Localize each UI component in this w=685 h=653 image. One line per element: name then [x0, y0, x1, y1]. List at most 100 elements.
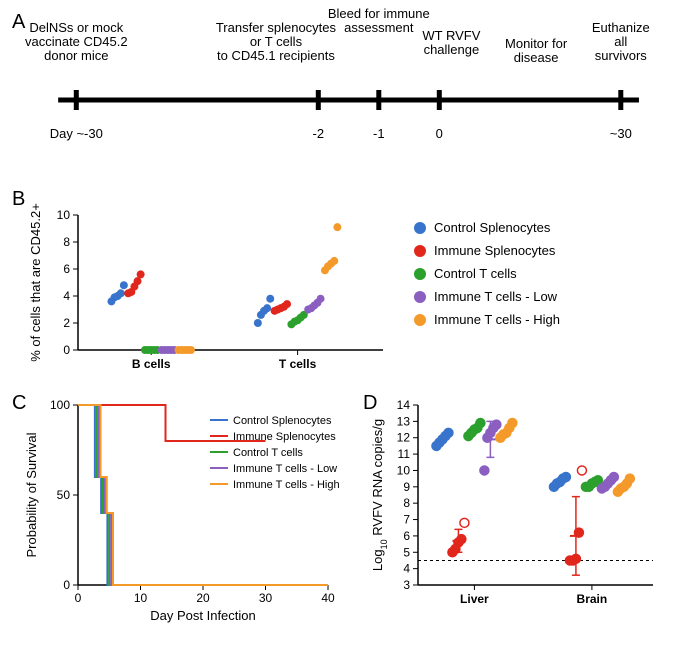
data-point	[508, 419, 517, 428]
timeline-day-label: -2	[313, 126, 325, 141]
ytick-label: 10	[397, 463, 411, 477]
data-point	[480, 466, 489, 475]
timeline-event-label: DelNSs or mock	[29, 20, 123, 35]
panel-a-timeline: Day ~-30 -2 -1 0 ~30 DelNSs or mockvaccinate …	[25, 6, 650, 141]
timeline-day-label: 0	[436, 126, 443, 141]
ytick-label: 13	[397, 414, 411, 428]
figure: A Day ~-30 -2 -1 0 ~30 DelNSs or mockvaccinate…	[0, 0, 685, 648]
ytick-label: 14	[397, 398, 411, 412]
xtick-label: 20	[196, 591, 210, 605]
data-point	[137, 270, 145, 278]
legend-label: Immune T cells - High	[233, 479, 340, 491]
timeline-event-label: or T cells	[250, 34, 303, 49]
ytick-label: 12	[397, 431, 411, 445]
x-axis-label: Day Post Infection	[150, 608, 256, 623]
timeline-event-label: challenge	[424, 42, 480, 57]
ytick-label: 100	[50, 398, 70, 412]
legend-swatch	[414, 291, 426, 303]
y-axis-label: Probability of Survival	[24, 432, 39, 557]
legend-swatch	[414, 222, 426, 234]
timeline-day-label: ~30	[610, 126, 632, 141]
legend-swatch	[414, 314, 426, 326]
timeline-event-label: Bleed for immune	[328, 6, 430, 21]
ytick-label: 4	[403, 562, 410, 576]
ytick-label: 6	[403, 529, 410, 543]
data-point	[317, 295, 325, 303]
xtick-label: 40	[321, 591, 335, 605]
data-point	[117, 289, 125, 297]
y-axis-label: % of cells that are CD45.2+	[28, 203, 43, 362]
data-point	[460, 518, 469, 527]
data-point	[609, 473, 618, 482]
legend-swatch	[414, 245, 426, 257]
data-point	[571, 554, 580, 563]
data-point	[625, 474, 634, 483]
ytick-label: 0	[63, 578, 70, 592]
ytick-label: 50	[57, 488, 71, 502]
timeline-day-label: Day ~-30	[50, 126, 103, 141]
group-label: T cells	[279, 357, 317, 371]
ytick-label: 6	[63, 262, 70, 276]
timeline-event-label: Transfer splenocytes	[216, 20, 337, 35]
panel-label-B: B	[12, 188, 25, 210]
timeline-day-label: -1	[373, 126, 385, 141]
legend-label: Control T cells	[434, 266, 517, 281]
data-point	[492, 420, 501, 429]
timeline-event-label: disease	[514, 50, 559, 65]
ytick-label: 4	[63, 289, 70, 303]
group-label: Brain	[577, 592, 608, 606]
ytick-label: 3	[403, 578, 410, 592]
group-label: B cells	[132, 357, 171, 371]
data-point	[333, 223, 341, 231]
panel-b: 0 2 4 6 8 10 % of cells that are CD45.2+ B cell…	[28, 203, 560, 371]
legend-swatch	[414, 268, 426, 280]
data-point	[476, 419, 485, 428]
data-point	[444, 428, 453, 437]
group-label: Liver	[460, 592, 489, 606]
legend-label: Immune Splenocytes	[434, 243, 556, 258]
panel-label-A: A	[12, 11, 26, 33]
timeline-event-label: survivors	[595, 48, 648, 63]
timeline-event-label: WT RVFV	[422, 28, 480, 43]
data-point	[577, 466, 586, 475]
ytick-label: 7	[403, 513, 410, 527]
data-point	[283, 300, 291, 308]
data-point	[254, 319, 262, 327]
legend-label: Immune T cells - Low	[434, 289, 558, 304]
timeline-event-label: to CD45.1 recipients	[217, 48, 335, 63]
data-point	[266, 295, 274, 303]
legend-label: Immune Splenocytes	[233, 431, 336, 443]
timeline-event-label: vaccinate CD45.2	[25, 34, 128, 49]
timeline-event-label: assessment	[344, 20, 414, 35]
xtick-label: 0	[75, 591, 82, 605]
timeline-event-label: donor mice	[44, 48, 108, 63]
panel-d: 34567891011121314Log10 RVFV RNA copies/g…	[370, 398, 653, 606]
panel-label-C: C	[12, 392, 26, 414]
data-point	[561, 473, 570, 482]
ytick-label: 11	[398, 447, 411, 461]
legend-label: Control Splenocytes	[233, 415, 332, 427]
panel-label-D: D	[363, 392, 377, 414]
data-point	[263, 304, 271, 312]
xtick-label: 30	[259, 591, 273, 605]
ytick-label: 8	[63, 235, 70, 249]
xtick-label: 10	[134, 591, 148, 605]
ytick-label: 9	[403, 480, 410, 494]
data-point	[574, 528, 583, 537]
y-axis-label: Log10 RVFV RNA copies/g	[370, 419, 389, 571]
legend-label: Control Splenocytes	[434, 220, 551, 235]
legend-label: Control T cells	[233, 447, 303, 459]
ytick-label: 10	[57, 208, 71, 222]
ytick-label: 5	[403, 545, 410, 559]
panel-c: 0 10 20 30 40 0 50 100 Day Post Infection Probabi…	[24, 398, 340, 623]
ytick-label: 0	[63, 343, 70, 357]
legend-label: Immune T cells - High	[434, 312, 560, 327]
timeline-event-label: Euthanize	[592, 20, 650, 35]
legend-label: Immune T cells - Low	[233, 463, 337, 475]
timeline-event-label: all	[614, 34, 627, 49]
data-point	[457, 535, 466, 544]
ytick-label: 2	[63, 316, 70, 330]
data-point	[330, 257, 338, 265]
timeline-event-label: Monitor for	[505, 36, 568, 51]
data-point	[120, 281, 128, 289]
